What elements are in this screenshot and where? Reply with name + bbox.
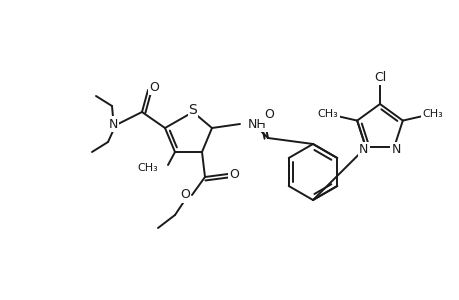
Text: O: O bbox=[149, 80, 159, 94]
Text: NH: NH bbox=[247, 118, 266, 130]
Text: O: O bbox=[229, 167, 238, 181]
Text: S: S bbox=[188, 103, 197, 117]
Text: Cl: Cl bbox=[373, 70, 385, 83]
Text: O: O bbox=[263, 109, 274, 122]
Text: N: N bbox=[108, 118, 118, 130]
Text: N: N bbox=[391, 143, 400, 156]
Text: CH₃: CH₃ bbox=[137, 163, 157, 173]
Text: CH₃: CH₃ bbox=[317, 109, 338, 118]
Text: O: O bbox=[179, 188, 190, 202]
Text: N: N bbox=[358, 143, 368, 156]
Text: CH₃: CH₃ bbox=[421, 109, 442, 118]
